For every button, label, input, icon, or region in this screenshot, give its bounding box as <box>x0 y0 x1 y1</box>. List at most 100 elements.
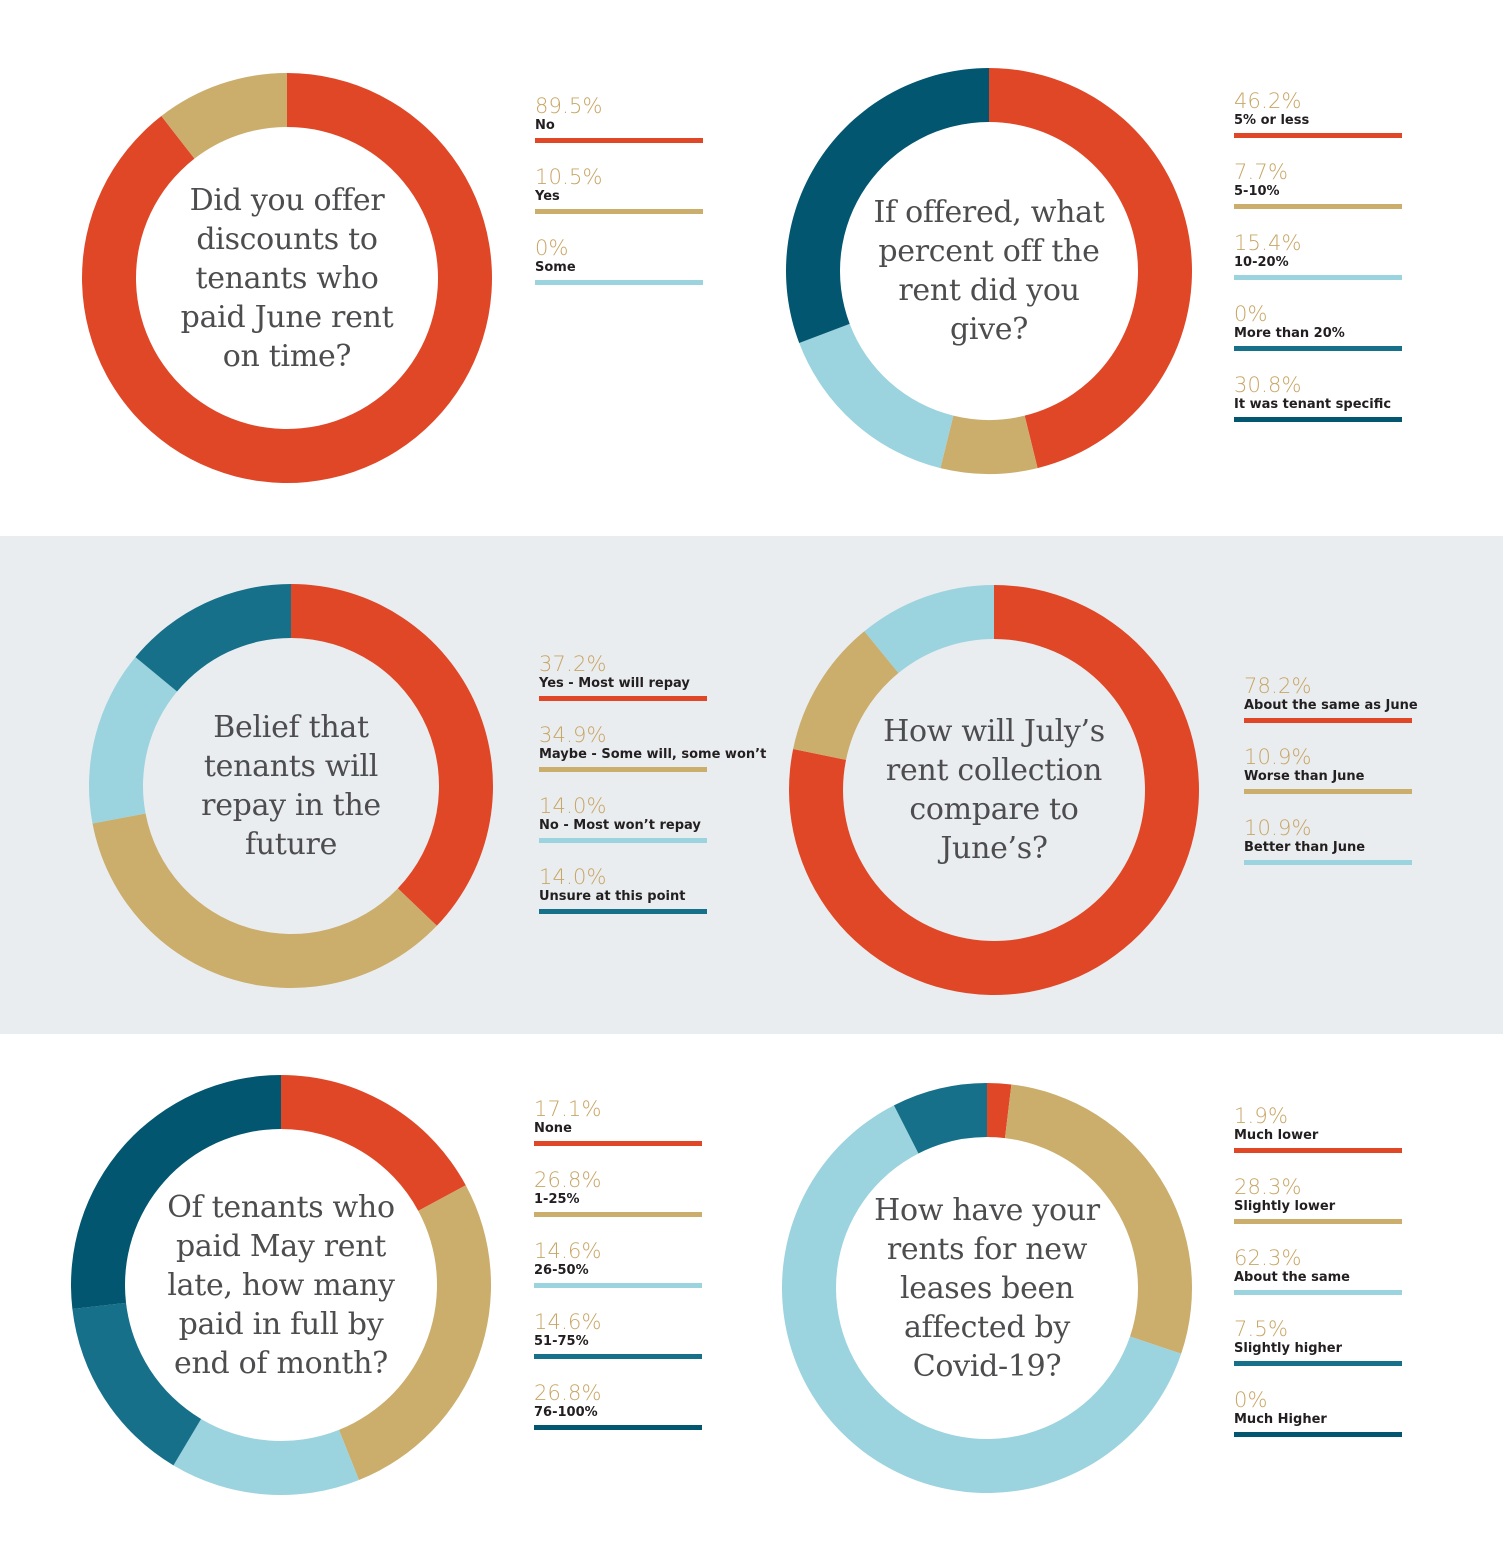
slice-2 <box>338 1185 492 1480</box>
legend-percent: 28.3% <box>1234 1175 1302 1199</box>
chart-title: How have your rents for new leases been … <box>874 1192 1100 1384</box>
chart-title: Belief that tenants will repay in the fu… <box>201 710 381 862</box>
slice-3 <box>864 585 994 674</box>
legend-item: 14.0% Unsure at this point <box>539 865 769 936</box>
legend-label: Slightly lower <box>1234 1199 1336 1214</box>
legend-percent: 17.1% <box>534 1097 602 1121</box>
legend-color-bar <box>534 1283 702 1288</box>
legend-item: 7.5% Slightly higher <box>1234 1317 1464 1388</box>
slice-5 <box>786 68 989 343</box>
chart-question: How will July’s rent collection compare … <box>789 585 1199 995</box>
donut-svg <box>781 1083 1192 1493</box>
legend-color-bar <box>535 209 703 214</box>
legend-percent: 26.8% <box>534 1168 602 1192</box>
legend-item: 37.2% Yes - Most will repay <box>539 652 769 723</box>
legend-item: 30.8% It was tenant specific <box>1234 373 1464 444</box>
legend-item: 89.5% No <box>535 94 765 165</box>
slice-3 <box>173 1418 359 1495</box>
legend-color-bar <box>1234 417 1402 422</box>
legend-item: 26.8% 1-25% <box>534 1168 764 1239</box>
legend-label: Much Higher <box>1234 1412 1327 1427</box>
legend-label: Maybe - Some will, some won’t <box>539 747 767 762</box>
legend-color-bar <box>535 138 703 143</box>
legend-color-bar <box>539 767 707 772</box>
slice-3 <box>88 657 178 824</box>
donut-chart-2: If offered, what percent off the rent di… <box>786 68 1192 474</box>
legend-label: Better than June <box>1244 840 1366 855</box>
legend-percent: 0% <box>1234 302 1268 326</box>
legend-item: 14.6% 26-50% <box>534 1239 764 1310</box>
chart-question: Of tenants who paid May rent late, how m… <box>71 1075 491 1495</box>
legend-item: 78.2% About the same as June <box>1244 674 1474 745</box>
legend-item: 34.9% Maybe - Some will, some won’t <box>539 723 769 794</box>
legend-percent: 1.9% <box>1234 1104 1289 1128</box>
legend-5: 17.1% None 26.8% 1-25% 14.6% 26-50% 14.6% 51-75… <box>534 1097 764 1452</box>
legend-item: 28.3% Slightly lower <box>1234 1175 1464 1246</box>
legend-color-bar <box>534 1141 702 1146</box>
legend-percent: 37.2% <box>539 652 607 676</box>
legend-color-bar <box>1234 1290 1402 1295</box>
legend-color-bar <box>1234 1148 1402 1153</box>
slice-1 <box>291 584 493 926</box>
chart-title: If offered, what percent off the rent di… <box>873 195 1105 347</box>
legend-label: Yes <box>535 189 560 204</box>
legend-2: 46.2% 5% or less 7.7% 5-10% 15.4% 10-20% 0% Mor… <box>1234 89 1464 444</box>
legend-color-bar <box>539 838 707 843</box>
legend-color-bar <box>535 280 703 285</box>
legend-label: Much lower <box>1234 1128 1319 1143</box>
slice-2 <box>92 813 437 988</box>
legend-color-bar <box>534 1354 702 1359</box>
legend-percent: 78.2% <box>1244 674 1312 698</box>
legend-color-bar <box>1234 1432 1402 1437</box>
legend-item: 15.4% 10-20% <box>1234 231 1464 302</box>
legend-color-bar <box>534 1212 702 1217</box>
legend-percent: 46.2% <box>1234 89 1302 113</box>
legend-percent: 10.9% <box>1244 816 1312 840</box>
legend-item: 26.8% 76-100% <box>534 1381 764 1452</box>
chart-title: Of tenants who paid May rent late, how m… <box>167 1189 395 1381</box>
slice-2 <box>161 73 287 159</box>
legend-item: 1.9% Much lower <box>1234 1104 1464 1175</box>
chart-question: Belief that tenants will repay in the fu… <box>89 584 493 988</box>
chart-title: How will July’s rent collection compare … <box>883 714 1105 866</box>
slice-4 <box>72 1302 202 1466</box>
slice-4 <box>893 1083 987 1154</box>
legend-percent: 89.5% <box>535 94 603 118</box>
legend-percent: 26.8% <box>534 1381 602 1405</box>
donut-svg <box>71 1075 492 1495</box>
legend-color-bar <box>1244 860 1412 865</box>
legend-label: Yes - Most will repay <box>539 676 690 691</box>
donut-svg <box>789 585 1199 995</box>
donut-svg <box>786 68 1192 474</box>
donut-chart-3: Belief that tenants will repay in the fu… <box>88 584 493 988</box>
legend-label: Slightly higher <box>1234 1341 1343 1356</box>
legend-percent: 14.6% <box>534 1239 602 1263</box>
legend-percent: 14.6% <box>534 1310 602 1334</box>
slice-1 <box>281 1075 466 1211</box>
legend-color-bar <box>1234 1219 1402 1224</box>
legend-color-bar <box>1234 346 1402 351</box>
legend-color-bar <box>1234 1361 1402 1366</box>
legend-4: 78.2% About the same as June 10.9% Worse th… <box>1244 674 1474 887</box>
legend-3: 37.2% Yes - Most will repay 34.9% Maybe - S… <box>539 652 769 936</box>
donut-chart-1: Did you offer discounts to tenants who p… <box>81 73 492 483</box>
legend-label: More than 20% <box>1234 326 1345 341</box>
legend-label: 51-75% <box>534 1334 589 1349</box>
legend-label: Some <box>535 260 576 275</box>
legend-percent: 7.7% <box>1234 160 1289 184</box>
legend-color-bar <box>1244 718 1412 723</box>
legend-item: 14.0% No - Most won’t repay <box>539 794 769 865</box>
legend-percent: 14.0% <box>539 865 607 889</box>
legend-label: 1-25% <box>534 1192 580 1207</box>
slice-2 <box>940 415 1038 474</box>
legend-label: No <box>535 118 555 133</box>
slice-5 <box>71 1075 281 1310</box>
legend-item: 10.9% Better than June <box>1244 816 1474 887</box>
legend-label: Unsure at this point <box>539 889 686 904</box>
chart-title: Did you offer discounts to tenants who p… <box>180 182 394 374</box>
legend-color-bar <box>1234 275 1402 280</box>
legend-percent: 15.4% <box>1234 231 1302 255</box>
legend-1: 89.5% No 10.5% Yes 0% Some <box>535 94 765 307</box>
legend-6: 1.9% Much lower 28.3% Slightly lower 62.3% Ab… <box>1234 1104 1464 1459</box>
donut-svg <box>88 584 493 988</box>
